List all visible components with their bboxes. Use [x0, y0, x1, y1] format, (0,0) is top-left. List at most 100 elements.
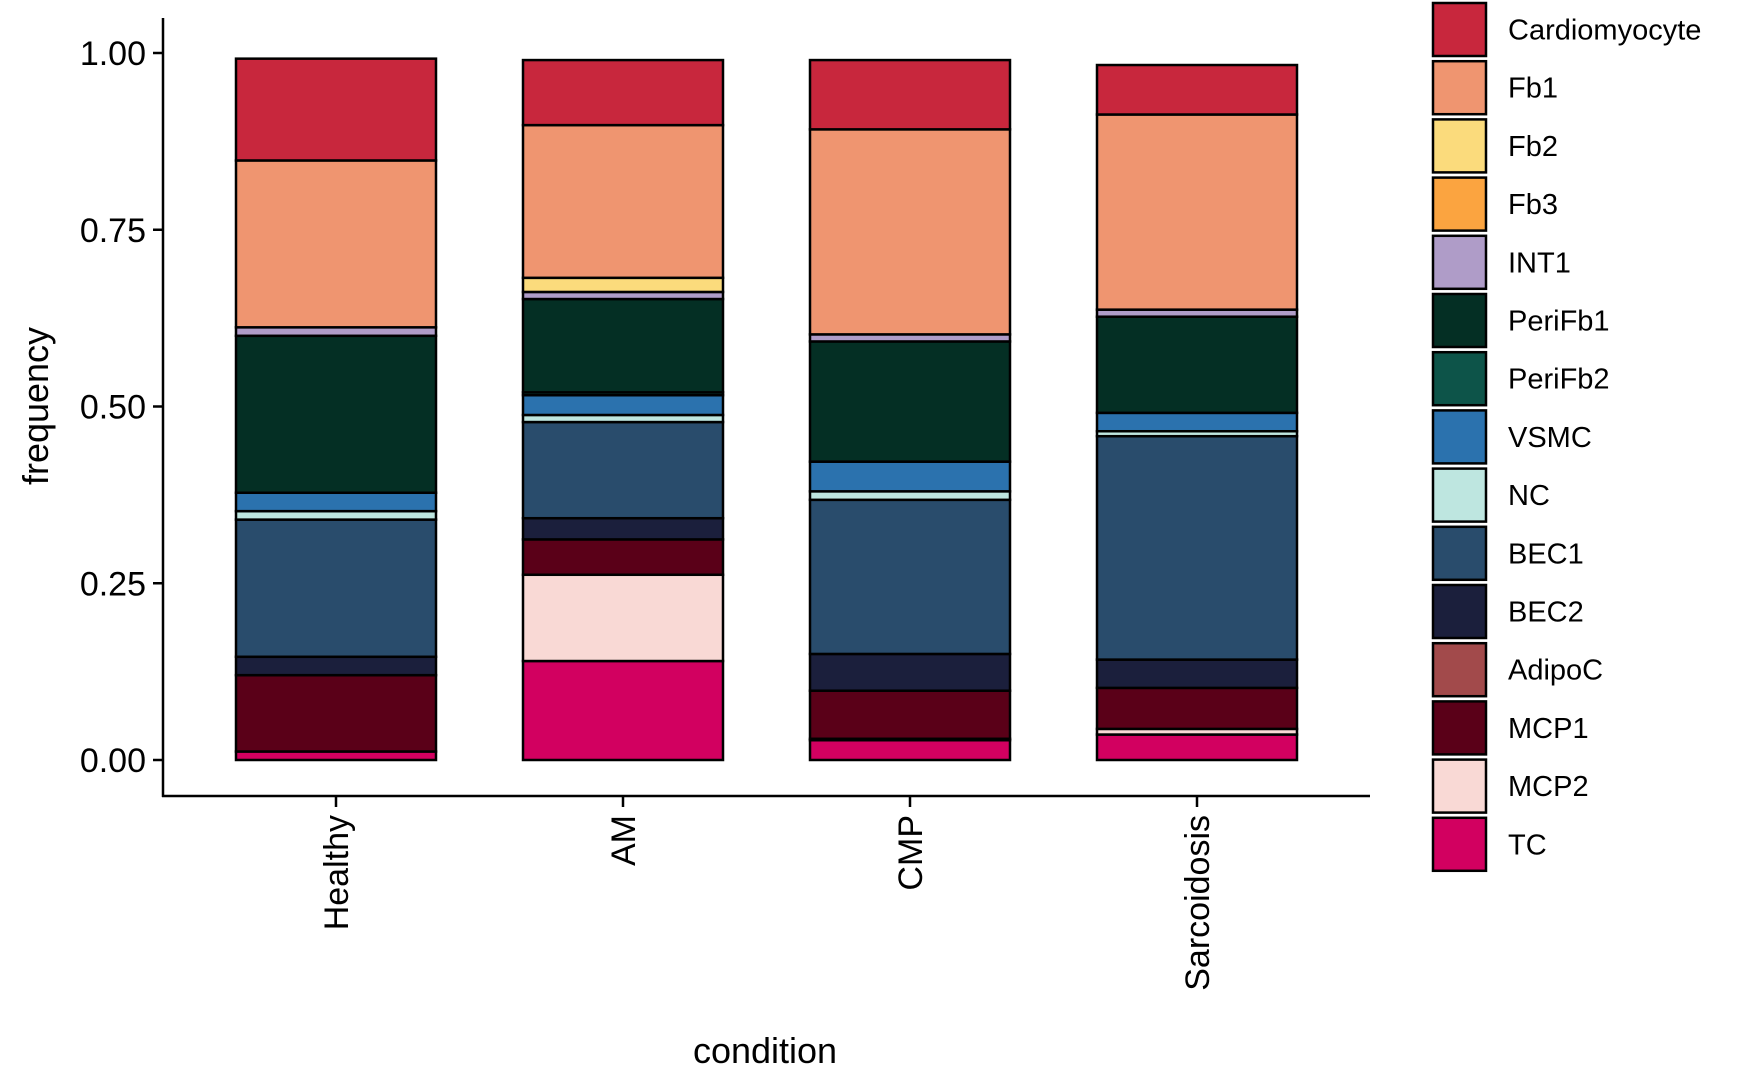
bar-segment-cmp-perifb1: [808, 340, 1012, 463]
legend-label: BEC2: [1508, 597, 1584, 629]
legend-key: [1431, 700, 1488, 756]
bar-segment-cmp-mcp1: [808, 689, 1012, 741]
bar-segment-am-bec2: [521, 516, 725, 541]
legend-key: [1431, 176, 1488, 232]
legend-label: Fb3: [1508, 189, 1558, 221]
legend-key: [1431, 816, 1488, 873]
bar-segment-healthy-bec2: [234, 655, 438, 677]
bar-stack-healthy: [234, 57, 438, 762]
bar-segment-am-tc: [521, 659, 725, 762]
bar-segment-healthy-int1: [234, 326, 438, 338]
legend-key: [1431, 292, 1488, 349]
legend-key: [1431, 1, 1488, 58]
y-tick-label: 0.50: [80, 389, 146, 427]
bar-segment-sarcoidosis-cardiomyocyte: [1095, 63, 1299, 116]
legend-item-fb3: Fb3: [1431, 176, 1558, 232]
x-tick-label-healthy: Healthy: [318, 815, 356, 930]
legend-item-perifb2: PeriFb2: [1431, 350, 1610, 407]
bar-segment-sarcoidosis-perifb1: [1095, 315, 1299, 415]
bars-layer: [234, 57, 1299, 762]
bar-segment-sarcoidosis-bec2: [1095, 658, 1299, 690]
legend-key: [1431, 350, 1488, 407]
legend-item-nc: NC: [1431, 467, 1550, 523]
legend-label: INT1: [1508, 247, 1571, 279]
legend-item-vsmc: VSMC: [1431, 409, 1592, 465]
bar-segment-cmp-vsmc: [808, 460, 1012, 493]
legend-item-tc: TC: [1431, 816, 1547, 873]
legend-item-mcp2: MCP2: [1431, 758, 1589, 814]
x-tick-label-am: AM: [605, 815, 643, 866]
legend-item-fb2: Fb2: [1431, 118, 1558, 174]
legend-label: VSMC: [1508, 422, 1592, 454]
legend-key: [1431, 641, 1488, 698]
bar-segment-cmp-nc: [808, 490, 1012, 502]
legend-label: TC: [1508, 829, 1547, 861]
legend-label: BEC1: [1508, 538, 1584, 570]
bar-segment-am-bec1: [521, 420, 725, 520]
bar-segment-sarcoidosis-fb1: [1095, 113, 1299, 311]
legend-label: Fb1: [1508, 73, 1558, 105]
legend-key: [1431, 758, 1488, 814]
bar-segment-cmp-tc: [808, 738, 1012, 762]
legend-label: MCP1: [1508, 713, 1589, 745]
legend-label: Fb2: [1508, 131, 1558, 163]
bar-segment-am-vsmc: [521, 393, 725, 417]
legend-key: [1431, 59, 1488, 116]
legend-label: Cardiomyocyte: [1508, 15, 1701, 47]
y-tick-label: 0.25: [80, 565, 146, 603]
legend-item-bec2: BEC2: [1431, 583, 1584, 640]
bar-segment-healthy-bec1: [234, 518, 438, 659]
bar-segment-am-mcp1: [521, 538, 725, 577]
legend-item-adipoc: AdipoC: [1431, 641, 1603, 698]
legend: Cardiomyocyte Fb1 Fb2 Fb3 INT1 PeriFb1 PeriFb2…: [1431, 1, 1701, 873]
legend-item-int1: INT1: [1431, 234, 1571, 291]
x-axis-title: condition: [693, 1030, 837, 1071]
legend-key: [1431, 467, 1488, 523]
legend-item-fb1: Fb1: [1431, 59, 1558, 116]
x-tick-label-cmp: CMP: [892, 815, 930, 891]
y-ticks-layer: 0.00 0.25 0.50 0.75 1.00: [80, 35, 163, 780]
legend-item-bec1: BEC1: [1431, 525, 1584, 582]
legend-key: [1431, 234, 1488, 291]
legend-label: MCP2: [1508, 771, 1589, 803]
bar-segment-sarcoidosis-mcp1: [1095, 686, 1299, 731]
bar-segment-am-perifb1: [521, 297, 725, 394]
bar-segment-am-fb1: [521, 123, 725, 280]
bar-segment-sarcoidosis-vsmc: [1095, 411, 1299, 433]
bar-segment-am-mcp2: [521, 573, 725, 663]
legend-key: [1431, 118, 1488, 174]
legend-item-cardiomyocyte: Cardiomyocyte: [1431, 1, 1701, 58]
legend-label: PeriFb2: [1508, 364, 1610, 396]
legend-item-mcp1: MCP1: [1431, 700, 1589, 756]
bar-segment-cmp-bec2: [808, 652, 1012, 692]
bar-stack-cmp: [808, 58, 1012, 762]
legend-label: NC: [1508, 480, 1550, 512]
bar-segment-healthy-vsmc: [234, 491, 438, 513]
y-tick-label: 0.00: [80, 742, 146, 780]
legend-label: PeriFb1: [1508, 306, 1610, 338]
bar-segment-cmp-cardiomyocyte: [808, 58, 1012, 131]
bar-segment-am-fb2: [521, 276, 725, 294]
legend-key: [1431, 583, 1488, 640]
legend-label: AdipoC: [1508, 655, 1603, 687]
x-ticks-layer: Healthy AM CMP Sarcoidosis: [318, 797, 1217, 991]
bar-segment-healthy-tc: [234, 750, 438, 762]
y-axis-title: frequency: [15, 327, 56, 485]
bar-segment-cmp-fb1: [808, 128, 1012, 336]
y-tick-label: 1.00: [80, 35, 146, 73]
bar-segment-healthy-perifb1: [234, 334, 438, 495]
bar-segment-am-cardiomyocyte: [521, 58, 725, 127]
bar-segment-healthy-nc: [234, 509, 438, 521]
bar-stack-sarcoidosis: [1095, 63, 1299, 762]
bar-segment-healthy-fb1: [234, 159, 438, 329]
legend-item-perifb1: PeriFb1: [1431, 292, 1610, 349]
bar-segment-cmp-bec1: [808, 498, 1012, 656]
x-tick-label-sarcoidosis: Sarcoidosis: [1179, 815, 1217, 991]
bar-segment-healthy-mcp1: [234, 673, 438, 753]
y-tick-label: 0.75: [80, 212, 146, 250]
bar-segment-sarcoidosis-tc: [1095, 733, 1299, 762]
bar-segment-sarcoidosis-bec1: [1095, 434, 1299, 661]
bar-stack-am: [521, 58, 725, 762]
